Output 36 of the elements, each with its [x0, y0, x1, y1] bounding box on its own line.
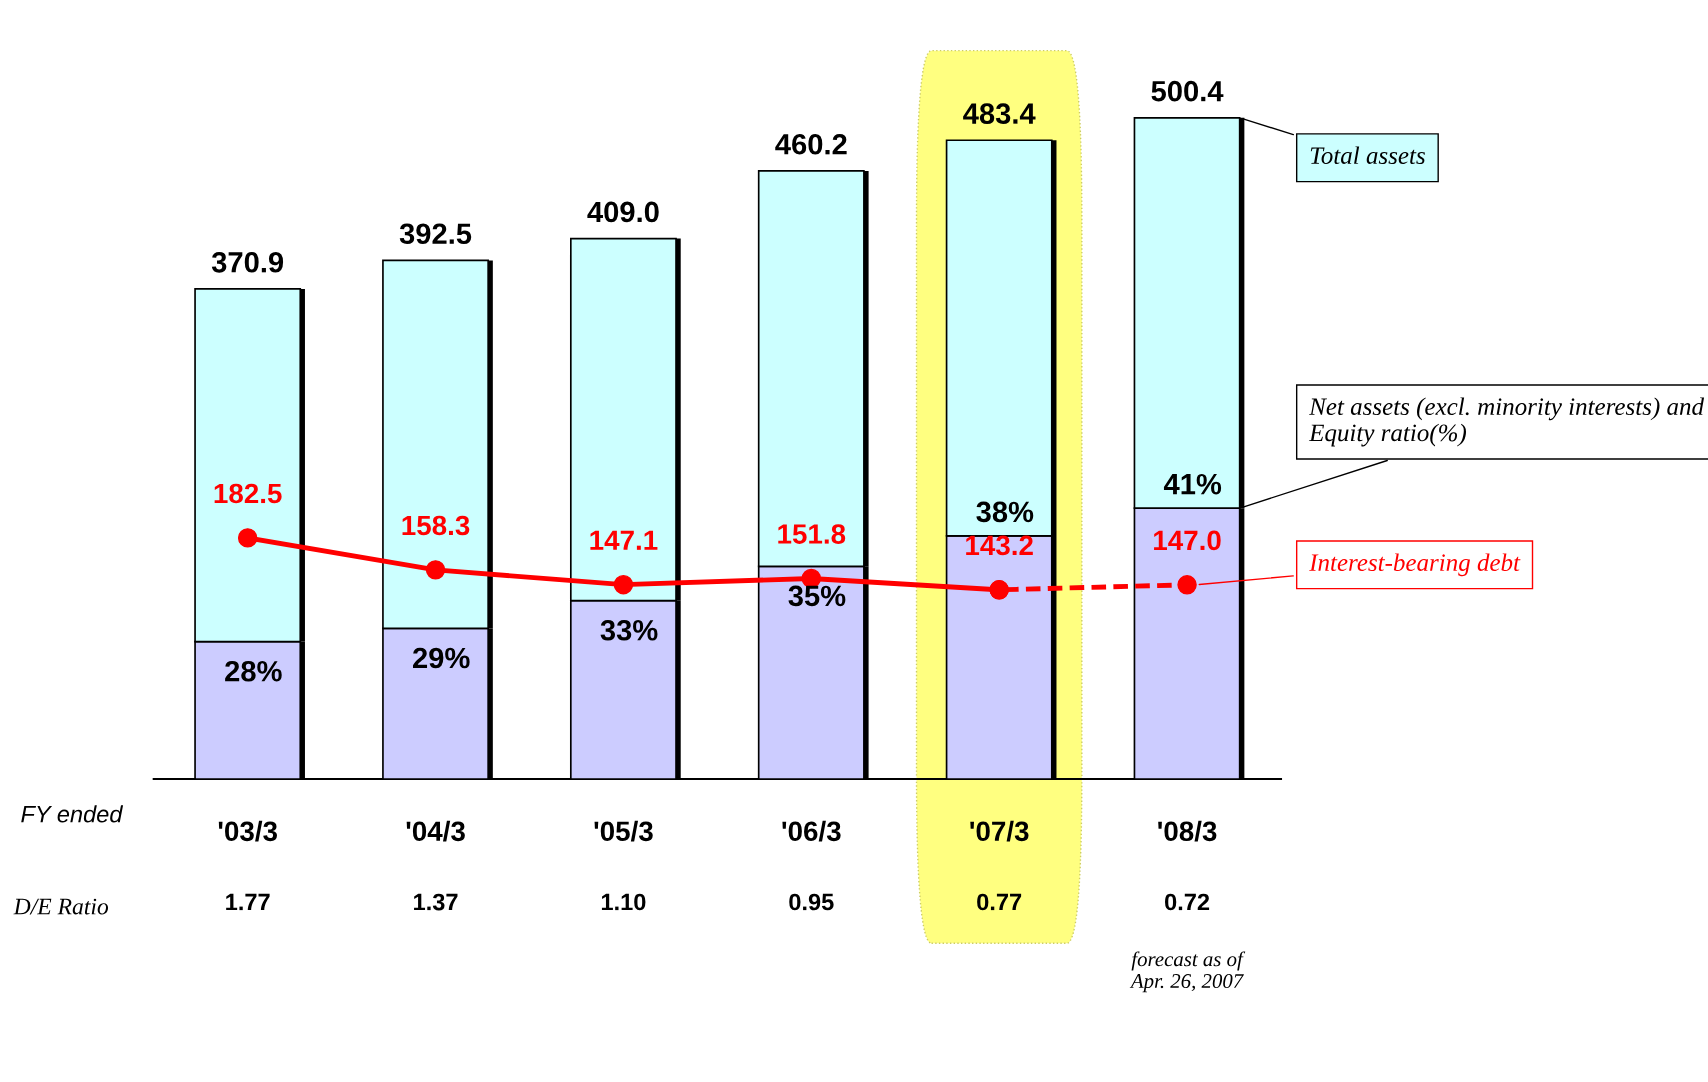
text: Total assets	[1310, 146, 1425, 165]
text: 0.77	[977, 893, 1022, 911]
annotation: 28%	[225, 660, 282, 682]
text: 1.10	[601, 893, 646, 911]
data-label: 151.8	[778, 524, 846, 544]
annotation: 41%	[1163, 473, 1222, 495]
text: 0.72	[1165, 893, 1210, 911]
total-label: 483.4	[963, 103, 1036, 124]
total-label: 460.2	[775, 133, 847, 155]
x-tick-label: '04/3	[406, 820, 465, 842]
legend-label: Interest-bearing debt	[1309, 553, 1521, 577]
annotation: 38%	[976, 501, 1034, 523]
total-label: 392.5	[399, 223, 472, 245]
text: Net assets (excl. minority interests) and Equity ratio(%)	[1308, 397, 1705, 447]
data-label: 143.2	[966, 535, 1033, 556]
data-label: 147.1	[590, 530, 658, 550]
data-label: 158.3	[402, 515, 470, 536]
annotation: 33%	[600, 619, 658, 641]
text: 1.77	[226, 893, 270, 911]
text: 1.37	[414, 893, 458, 911]
data-label: 182.5	[214, 483, 282, 504]
x-tick-label: '08/3	[1158, 820, 1217, 842]
annotation: 35%	[788, 585, 846, 607]
text: forecast as of Apr. 26, 2007	[1129, 951, 1246, 993]
total-label: 500.4	[1151, 80, 1224, 102]
total-label: 370.9	[211, 251, 284, 273]
text: D/E Ratio	[13, 898, 109, 915]
x-tick-label: '03/3	[218, 820, 277, 842]
x-tick-label: '05/3	[594, 820, 653, 842]
x-tick-label: '06/3	[782, 820, 841, 842]
annotation: 29%	[413, 647, 470, 669]
x-tick-label: '07/3	[970, 820, 1029, 842]
text: 0.95	[789, 893, 834, 911]
total-label: 409.0	[587, 201, 659, 223]
x-axis-title: FY ended	[21, 805, 124, 823]
data-label: 147.0	[1154, 530, 1221, 551]
